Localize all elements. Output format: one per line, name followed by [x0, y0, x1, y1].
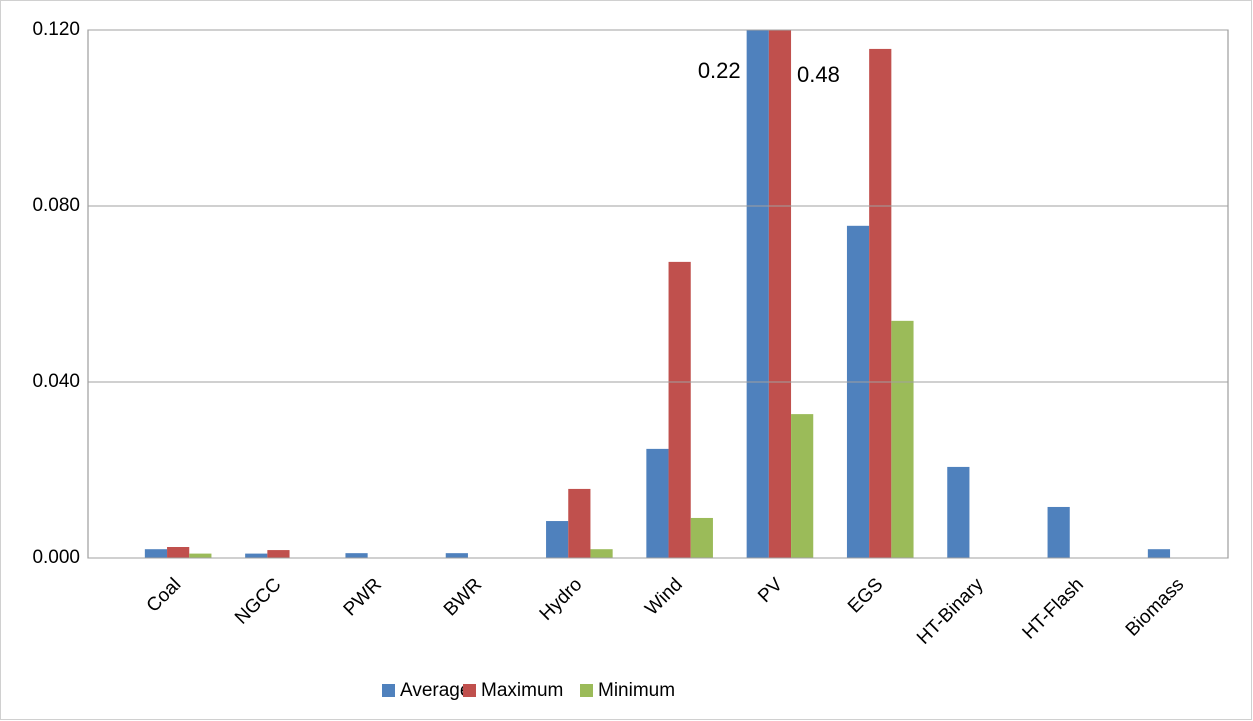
bar — [245, 553, 268, 558]
bar — [546, 521, 569, 558]
legend-swatch — [382, 684, 395, 697]
bar — [891, 320, 914, 558]
bar — [167, 547, 190, 558]
bar — [947, 466, 970, 558]
bar — [189, 553, 212, 558]
bar — [345, 553, 368, 558]
bar — [646, 448, 669, 558]
bar — [445, 553, 468, 558]
bar — [746, 30, 769, 558]
bar — [768, 30, 792, 558]
legend-swatch — [580, 684, 593, 697]
y-tick-label: 0.000 — [32, 547, 80, 568]
bar — [1147, 549, 1171, 558]
y-tick-label: 0.120 — [32, 19, 80, 40]
bar — [267, 550, 290, 558]
bar — [690, 517, 713, 558]
bar — [846, 225, 870, 558]
y-tick-label: 0.040 — [32, 371, 80, 392]
data-label: 0.48 — [797, 62, 840, 87]
bar — [590, 549, 613, 558]
legend-swatch — [463, 684, 476, 697]
bar — [791, 414, 814, 558]
y-tick-label: 0.080 — [32, 195, 80, 216]
legend-label: Average — [400, 680, 470, 701]
bar — [144, 549, 168, 558]
bar — [869, 48, 892, 558]
legend-label: Maximum — [481, 680, 563, 701]
bar — [1047, 506, 1070, 558]
bars — [144, 30, 1171, 558]
data-label: 0.22 — [698, 58, 741, 83]
bar — [568, 488, 591, 558]
bar — [668, 261, 691, 558]
legend-label: Minimum — [598, 680, 675, 701]
